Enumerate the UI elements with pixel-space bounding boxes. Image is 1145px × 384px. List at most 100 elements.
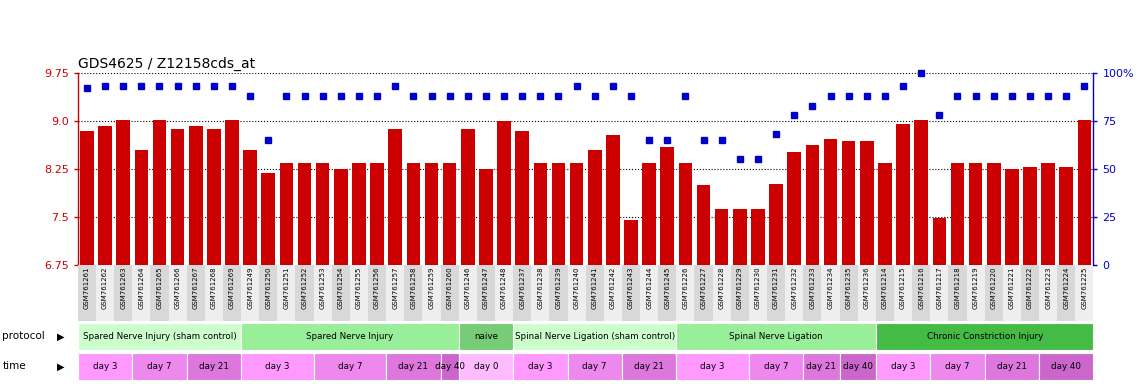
FancyBboxPatch shape bbox=[876, 323, 1093, 350]
Text: day 7: day 7 bbox=[946, 362, 970, 371]
Bar bbox=[515, 131, 529, 265]
Bar bbox=[932, 218, 946, 265]
Bar bbox=[751, 209, 765, 265]
Text: GSM761228: GSM761228 bbox=[719, 266, 725, 309]
Bar bbox=[1005, 169, 1019, 265]
Bar bbox=[950, 162, 964, 265]
Bar bbox=[334, 169, 348, 265]
Text: GSM761256: GSM761256 bbox=[374, 266, 380, 309]
Text: GSM761246: GSM761246 bbox=[465, 266, 471, 309]
FancyBboxPatch shape bbox=[985, 265, 1003, 321]
Text: GSM761241: GSM761241 bbox=[592, 266, 598, 309]
FancyBboxPatch shape bbox=[695, 265, 712, 321]
FancyBboxPatch shape bbox=[568, 265, 586, 321]
Bar bbox=[661, 147, 674, 265]
FancyBboxPatch shape bbox=[1075, 265, 1093, 321]
FancyBboxPatch shape bbox=[712, 265, 731, 321]
FancyBboxPatch shape bbox=[658, 265, 677, 321]
Text: GSM761220: GSM761220 bbox=[990, 266, 997, 309]
Text: GSM761227: GSM761227 bbox=[701, 266, 706, 309]
Text: GSM761250: GSM761250 bbox=[266, 266, 271, 309]
Text: GSM761240: GSM761240 bbox=[574, 266, 579, 309]
Text: GSM761254: GSM761254 bbox=[338, 266, 344, 309]
FancyBboxPatch shape bbox=[513, 323, 677, 350]
FancyBboxPatch shape bbox=[314, 265, 332, 321]
Text: Spared Nerve Injury: Spared Nerve Injury bbox=[307, 332, 394, 341]
FancyBboxPatch shape bbox=[187, 353, 242, 380]
Text: day 7: day 7 bbox=[148, 362, 172, 371]
FancyBboxPatch shape bbox=[731, 265, 749, 321]
Text: GSM761248: GSM761248 bbox=[502, 266, 507, 309]
FancyBboxPatch shape bbox=[767, 265, 785, 321]
Bar bbox=[823, 139, 837, 265]
FancyBboxPatch shape bbox=[677, 265, 695, 321]
FancyBboxPatch shape bbox=[913, 265, 930, 321]
Text: GSM761217: GSM761217 bbox=[937, 266, 942, 309]
Text: GSM761259: GSM761259 bbox=[428, 266, 434, 309]
FancyBboxPatch shape bbox=[603, 265, 622, 321]
Bar bbox=[552, 162, 566, 265]
FancyBboxPatch shape bbox=[513, 265, 531, 321]
FancyBboxPatch shape bbox=[441, 353, 459, 380]
Text: GSM761247: GSM761247 bbox=[483, 266, 489, 309]
Bar bbox=[897, 124, 910, 265]
FancyBboxPatch shape bbox=[78, 323, 242, 350]
Bar bbox=[461, 129, 474, 265]
Text: day 21: day 21 bbox=[997, 362, 1027, 371]
Bar bbox=[388, 129, 402, 265]
Bar bbox=[207, 129, 221, 265]
Text: GSM761267: GSM761267 bbox=[192, 266, 199, 309]
Text: time: time bbox=[2, 361, 26, 371]
Bar bbox=[769, 184, 783, 265]
Bar bbox=[587, 150, 601, 265]
Bar bbox=[244, 150, 256, 265]
Bar bbox=[279, 162, 293, 265]
FancyBboxPatch shape bbox=[1039, 265, 1057, 321]
Bar bbox=[353, 162, 365, 265]
FancyBboxPatch shape bbox=[550, 265, 568, 321]
FancyBboxPatch shape bbox=[622, 265, 640, 321]
Text: GSM761215: GSM761215 bbox=[900, 266, 906, 309]
FancyBboxPatch shape bbox=[749, 353, 804, 380]
FancyBboxPatch shape bbox=[749, 265, 767, 321]
Bar bbox=[117, 120, 131, 265]
Text: GSM761268: GSM761268 bbox=[211, 266, 216, 309]
Text: day 3: day 3 bbox=[528, 362, 553, 371]
Text: day 3: day 3 bbox=[891, 362, 915, 371]
Bar bbox=[733, 209, 747, 265]
Text: GSM761237: GSM761237 bbox=[519, 266, 526, 309]
FancyBboxPatch shape bbox=[459, 353, 513, 380]
Bar bbox=[842, 141, 855, 265]
FancyBboxPatch shape bbox=[386, 265, 404, 321]
Bar bbox=[806, 145, 819, 265]
Text: GSM761221: GSM761221 bbox=[1009, 266, 1014, 309]
FancyBboxPatch shape bbox=[568, 353, 622, 380]
FancyBboxPatch shape bbox=[187, 265, 205, 321]
Text: protocol: protocol bbox=[2, 331, 45, 341]
Bar bbox=[261, 174, 275, 265]
FancyBboxPatch shape bbox=[223, 265, 242, 321]
Text: GSM761231: GSM761231 bbox=[773, 266, 779, 309]
Bar bbox=[915, 120, 927, 265]
FancyBboxPatch shape bbox=[1021, 265, 1039, 321]
FancyBboxPatch shape bbox=[985, 353, 1039, 380]
Text: day 21: day 21 bbox=[199, 362, 229, 371]
FancyBboxPatch shape bbox=[242, 353, 314, 380]
FancyBboxPatch shape bbox=[495, 265, 513, 321]
FancyBboxPatch shape bbox=[876, 265, 894, 321]
Bar bbox=[788, 152, 802, 265]
Bar bbox=[860, 141, 874, 265]
FancyBboxPatch shape bbox=[242, 265, 259, 321]
FancyBboxPatch shape bbox=[368, 265, 386, 321]
Bar bbox=[969, 162, 982, 265]
Text: ▶: ▶ bbox=[56, 361, 64, 371]
FancyBboxPatch shape bbox=[78, 265, 96, 321]
FancyBboxPatch shape bbox=[804, 265, 821, 321]
Bar bbox=[624, 220, 638, 265]
FancyBboxPatch shape bbox=[332, 265, 350, 321]
Bar bbox=[878, 162, 892, 265]
Text: GSM761223: GSM761223 bbox=[1045, 266, 1051, 309]
Text: GSM761258: GSM761258 bbox=[410, 266, 417, 309]
FancyBboxPatch shape bbox=[150, 265, 168, 321]
FancyBboxPatch shape bbox=[531, 265, 550, 321]
